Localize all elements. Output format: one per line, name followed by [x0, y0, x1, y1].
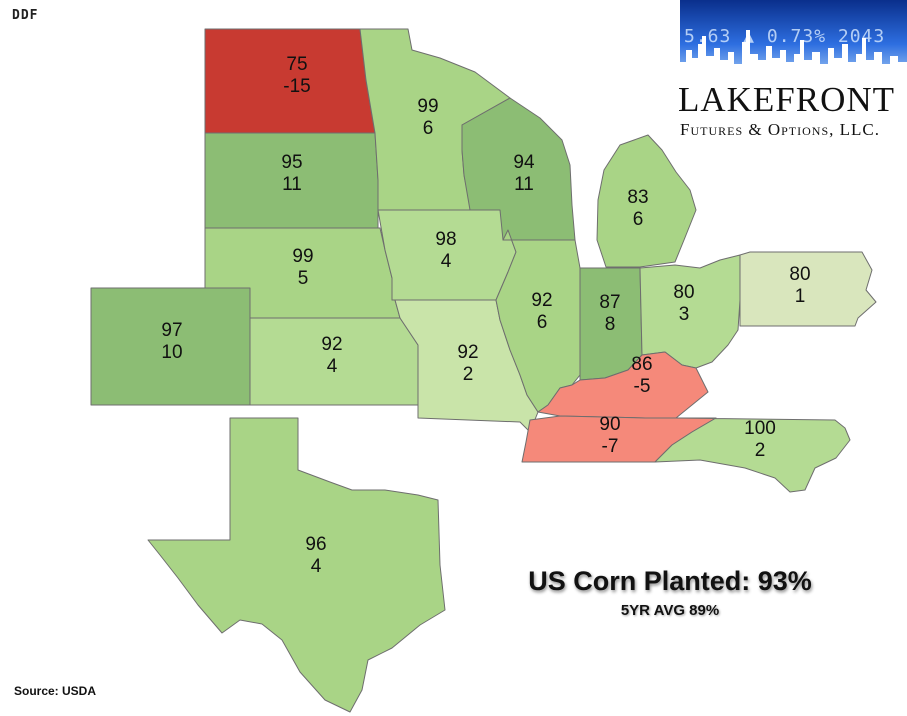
- state-mo-planted-label: 92: [457, 342, 478, 363]
- state-tx: [147, 417, 446, 713]
- state-mn-planted-label: 99: [417, 96, 438, 117]
- state-ia-vs-avg-label: 4: [441, 251, 452, 272]
- state-il-planted-label: 92: [531, 290, 552, 311]
- brand-mark: DDF: [12, 8, 39, 23]
- state-wi-vs-avg-label: 11: [514, 174, 534, 195]
- state-nc-planted-label: 100: [744, 418, 776, 439]
- state-tn-planted-label: 90: [599, 414, 620, 435]
- skyline-banner: 5.63 ▲ 0.73% 2043: [680, 0, 907, 80]
- state-nd-planted-label: 75: [286, 54, 307, 75]
- state-co-planted-label: 97: [161, 320, 182, 341]
- state-co-vs-avg-label: 10: [161, 342, 182, 363]
- ticker-text: 5.63 ▲ 0.73% 2043: [684, 26, 886, 47]
- state-tx-planted-label: 96: [305, 534, 326, 555]
- state-nd-vs-avg-label: -15: [283, 76, 310, 97]
- state-ky-vs-avg-label: -5: [634, 376, 651, 397]
- state-mi: [596, 134, 697, 268]
- state-nc-vs-avg-label: 2: [755, 440, 766, 461]
- logo-tagline: Futures & Options, LLC.: [680, 120, 880, 139]
- map-title: US Corn Planted: 93%: [528, 566, 812, 596]
- state-in-vs-avg-label: 8: [605, 314, 616, 335]
- state-ia-planted-label: 98: [435, 229, 456, 250]
- state-oh: [639, 254, 741, 369]
- state-ks-planted-label: 92: [321, 334, 342, 355]
- state-sd-planted-label: 95: [281, 152, 302, 173]
- state-mi-planted-label: 83: [627, 187, 648, 208]
- state-wi-planted-label: 94: [513, 152, 535, 173]
- company-logo: 5.63 ▲ 0.73% 2043 Lakefront Futures & Op…: [672, 0, 907, 142]
- state-pa-planted-label: 80: [789, 264, 810, 285]
- state-il-vs-avg-label: 6: [537, 312, 548, 333]
- state-ne-vs-avg-label: 5: [298, 268, 309, 289]
- state-nc: [654, 417, 851, 493]
- state-tn-vs-avg-label: -7: [602, 436, 619, 457]
- state-tx-vs-avg-label: 4: [311, 556, 322, 577]
- state-ne-planted-label: 99: [292, 246, 313, 267]
- map-subtitle: 5YR AVG 89%: [620, 602, 720, 619]
- state-oh-planted-label: 80: [673, 282, 694, 303]
- skyline-icon: [680, 30, 907, 80]
- logo-name: Lakefront: [678, 80, 896, 119]
- state-oh-vs-avg-label: 3: [679, 304, 690, 325]
- state-ky-planted-label: 86: [631, 354, 652, 375]
- state-sd-vs-avg-label: 11: [282, 174, 302, 195]
- state-pa: [739, 251, 877, 327]
- source-note: Source: USDA: [14, 684, 97, 698]
- state-ks-vs-avg-label: 4: [327, 356, 338, 377]
- state-pa-vs-avg-label: 1: [795, 286, 806, 307]
- state-mn-vs-avg-label: 6: [423, 118, 434, 139]
- state-mo-vs-avg-label: 2: [463, 364, 474, 385]
- state-mi-vs-avg-label: 6: [633, 209, 644, 230]
- state-in-planted-label: 87: [599, 292, 620, 313]
